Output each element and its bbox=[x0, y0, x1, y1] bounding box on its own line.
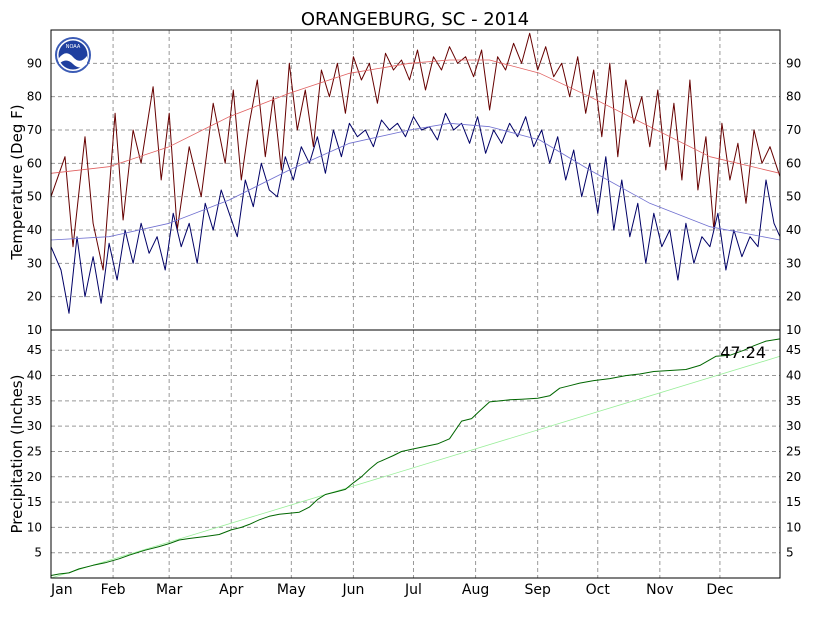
precip-tick-label-left: 20 bbox=[27, 470, 42, 484]
temp-tick-label-right: 90 bbox=[786, 56, 801, 70]
noaa-logo: NOAA bbox=[55, 37, 91, 73]
temperature-tick-labels: 10 10 20 20 30 30 40 40 50 50 60 60 70 70 80 80 90 90 bbox=[27, 56, 802, 337]
chart-title: ORANGEBURG, SC - 2014 bbox=[301, 9, 529, 30]
month-tick-labels: Jan Feb Mar Apr May Jun Jul Aug Sep Oct Nov Dec bbox=[50, 582, 733, 598]
precip-tick-label-left: 15 bbox=[27, 495, 42, 509]
month-label-sep: Sep bbox=[524, 582, 551, 598]
temp-tick-label-right: 60 bbox=[786, 156, 801, 170]
temp-tick-label-right: 10 bbox=[786, 323, 801, 337]
month-label-mar: Mar bbox=[156, 582, 183, 598]
temp-tick-label-right: 20 bbox=[786, 290, 801, 304]
month-label-dec: Dec bbox=[706, 582, 733, 598]
logo-text: NOAA bbox=[66, 44, 81, 50]
precip-tick-label-right: 40 bbox=[786, 369, 801, 383]
temp-tick-label-right: 50 bbox=[786, 190, 801, 204]
precip-tick-label-right: 25 bbox=[786, 444, 801, 458]
series-normal-min bbox=[50, 122, 781, 241]
month-label-may: May bbox=[277, 582, 306, 598]
temp-tick-label-left: 90 bbox=[27, 56, 42, 70]
series-min-temp bbox=[50, 112, 781, 314]
precipitation-series bbox=[50, 338, 781, 579]
month-label-feb: Feb bbox=[101, 582, 126, 598]
temp-tick-label-right: 30 bbox=[786, 256, 801, 270]
series-precip bbox=[50, 338, 781, 576]
temp-tick-label-left: 60 bbox=[27, 156, 42, 170]
temperature-series bbox=[50, 32, 781, 314]
precipitation-plot-frame bbox=[50, 329, 781, 579]
precip-tick-label-right: 5 bbox=[786, 546, 794, 560]
temperature-axis-label: Temperature (Deg F) bbox=[8, 104, 26, 260]
series-normal-max bbox=[50, 59, 781, 174]
month-label-jul: Jul bbox=[404, 582, 422, 598]
logo-bird-shape bbox=[59, 53, 87, 68]
precip-tick-label-right: 10 bbox=[786, 520, 801, 534]
precip-tick-label-right: 45 bbox=[786, 343, 801, 357]
temp-tick-label-right: 80 bbox=[786, 90, 801, 104]
month-label-jan: Jan bbox=[50, 582, 73, 598]
precip-tick-label-right: 15 bbox=[786, 495, 801, 509]
month-label-apr: Apr bbox=[219, 582, 243, 598]
precip-tick-label-right: 30 bbox=[786, 419, 801, 433]
precipitation-axis-label: Precipitation (Inches) bbox=[8, 375, 26, 534]
precip-tick-label-left: 25 bbox=[27, 444, 42, 458]
month-label-oct: Oct bbox=[586, 582, 611, 598]
precip-tick-label-left: 35 bbox=[27, 394, 42, 408]
precipitation-total-annotation: 47.24 bbox=[720, 343, 766, 362]
precip-tick-label-left: 30 bbox=[27, 419, 42, 433]
temp-tick-label-right: 70 bbox=[786, 123, 801, 137]
temp-tick-label-left: 50 bbox=[27, 190, 42, 204]
series-max-temp bbox=[50, 32, 781, 271]
precip-tick-label-left: 5 bbox=[34, 546, 42, 560]
temp-tick-label-left: 40 bbox=[27, 223, 42, 237]
precip-tick-label-right: 20 bbox=[786, 470, 801, 484]
temp-tick-label-left: 30 bbox=[27, 256, 42, 270]
temp-tick-label-left: 70 bbox=[27, 123, 42, 137]
precip-tick-label-left: 40 bbox=[27, 369, 42, 383]
month-label-aug: Aug bbox=[462, 582, 489, 598]
month-label-nov: Nov bbox=[646, 582, 673, 598]
temp-tick-label-left: 20 bbox=[27, 290, 42, 304]
series-normal-precip bbox=[50, 355, 781, 579]
temp-tick-label-left: 80 bbox=[27, 90, 42, 104]
month-label-jun: Jun bbox=[341, 582, 364, 598]
precip-tick-label-left: 45 bbox=[27, 343, 42, 357]
precip-tick-label-left: 10 bbox=[27, 520, 42, 534]
temp-tick-label-right: 40 bbox=[786, 223, 801, 237]
precipitation-tick-labels: 5 5 10 10 15 15 20 20 25 25 30 30 35 35 40 40 45 45 bbox=[27, 343, 802, 559]
precipitation-grid bbox=[51, 330, 780, 578]
temp-tick-label-left: 10 bbox=[27, 323, 42, 337]
precip-tick-label-right: 35 bbox=[786, 394, 801, 408]
